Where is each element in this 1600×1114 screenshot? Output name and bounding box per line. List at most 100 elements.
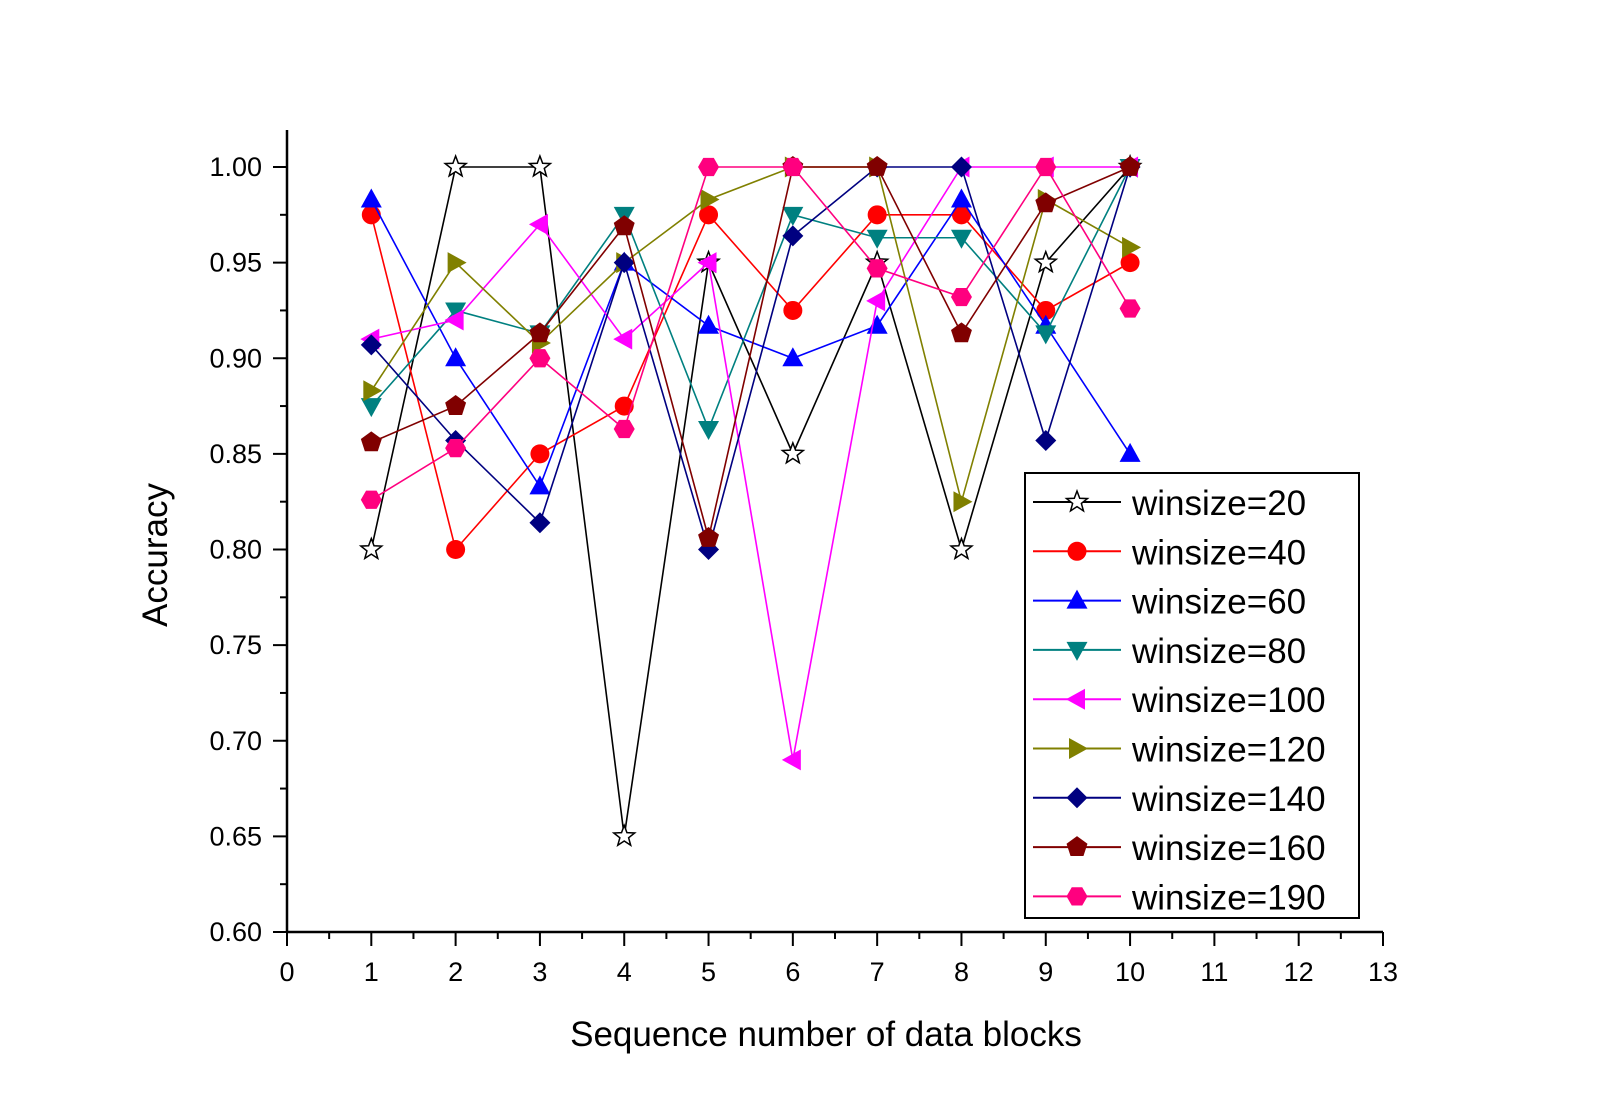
data-point bbox=[1120, 253, 1140, 273]
series-winsize-20 bbox=[358, 153, 1143, 848]
y-tick-label: 0.60 bbox=[209, 917, 262, 947]
legend-marker bbox=[1066, 589, 1088, 609]
data-point bbox=[446, 540, 466, 559]
legend-label: winsize=100 bbox=[1131, 681, 1326, 720]
y-tick-label: 0.90 bbox=[209, 343, 262, 373]
data-point bbox=[950, 156, 972, 178]
plot-axes bbox=[273, 130, 1384, 946]
legend-label: winsize=60 bbox=[1131, 583, 1306, 622]
legend-label: winsize=40 bbox=[1131, 533, 1306, 572]
data-point bbox=[444, 309, 464, 331]
series-line bbox=[371, 166, 1131, 761]
series-line bbox=[370, 213, 1131, 552]
legend-item: winsize=40 bbox=[1033, 533, 1306, 572]
data-point bbox=[782, 347, 804, 367]
legend-label: winsize=120 bbox=[1131, 731, 1326, 770]
x-tick-label: 6 bbox=[785, 957, 800, 987]
data-point bbox=[950, 229, 972, 249]
data-point bbox=[781, 749, 801, 771]
data-point bbox=[953, 491, 973, 513]
legend-marker bbox=[1066, 887, 1088, 906]
data-point bbox=[782, 157, 804, 177]
data-point bbox=[613, 419, 635, 439]
series-layer bbox=[358, 153, 1143, 848]
data-point bbox=[443, 153, 469, 178]
data-point bbox=[783, 300, 803, 320]
data-point bbox=[700, 189, 720, 211]
data-point bbox=[1119, 156, 1141, 176]
x-tick-label: 2 bbox=[448, 957, 463, 987]
data-point bbox=[1119, 299, 1141, 318]
x-tick-label: 13 bbox=[1368, 957, 1398, 987]
data-point bbox=[363, 380, 383, 402]
data-point bbox=[1035, 325, 1057, 345]
legend-label: winsize=190 bbox=[1131, 878, 1326, 917]
data-point bbox=[1119, 442, 1141, 462]
series-line bbox=[370, 166, 1131, 539]
legend-marker bbox=[1067, 541, 1087, 561]
legend-item: winsize=20 bbox=[1033, 484, 1306, 523]
data-point bbox=[866, 259, 888, 278]
data-point bbox=[698, 157, 720, 177]
data-point bbox=[361, 205, 381, 225]
data-point bbox=[698, 527, 719, 547]
data-point bbox=[782, 225, 804, 247]
y-tick-label: 0.80 bbox=[209, 535, 262, 565]
series-line bbox=[370, 165, 1131, 501]
x-tick-label: 8 bbox=[954, 957, 969, 987]
data-point bbox=[1035, 192, 1057, 213]
data-point bbox=[1122, 236, 1142, 258]
data-point bbox=[445, 347, 467, 367]
data-point bbox=[613, 252, 635, 274]
y-tick-label: 0.70 bbox=[209, 726, 262, 756]
legend-marker bbox=[1066, 836, 1088, 856]
data-point bbox=[867, 205, 887, 225]
y-tick-label: 0.85 bbox=[209, 439, 262, 469]
legend-label: winsize=160 bbox=[1131, 829, 1326, 868]
data-point bbox=[360, 334, 382, 356]
y-tick-label: 0.65 bbox=[209, 821, 262, 851]
data-point bbox=[780, 440, 806, 465]
x-tick-label: 5 bbox=[701, 957, 716, 987]
data-point bbox=[866, 314, 888, 334]
data-point bbox=[358, 536, 384, 561]
legend: winsize=20 winsize=40 winsize=60 winsize=80… bbox=[1024, 472, 1360, 919]
data-point bbox=[529, 322, 551, 343]
data-point bbox=[445, 439, 467, 458]
data-point bbox=[360, 431, 382, 452]
data-point bbox=[1033, 249, 1059, 274]
legend-item: winsize=140 bbox=[1033, 780, 1326, 819]
data-point bbox=[527, 153, 553, 178]
legend-marker bbox=[1066, 688, 1085, 710]
data-point bbox=[360, 490, 382, 509]
data-point bbox=[948, 536, 974, 561]
data-point bbox=[951, 322, 972, 343]
x-tick-label: 0 bbox=[279, 957, 294, 987]
data-point bbox=[530, 444, 550, 464]
data-point bbox=[611, 823, 637, 848]
data-point bbox=[1036, 300, 1056, 320]
legend-label: winsize=80 bbox=[1131, 632, 1306, 671]
x-tick-label: 10 bbox=[1115, 957, 1145, 987]
x-axis-title: Sequence number of data blocks bbox=[570, 1015, 1082, 1054]
legend-item: winsize=100 bbox=[1033, 681, 1326, 720]
x-tick-label: 3 bbox=[532, 957, 547, 987]
legend-label: winsize=20 bbox=[1131, 484, 1306, 523]
legend-item: winsize=160 bbox=[1033, 829, 1326, 868]
data-point bbox=[699, 205, 719, 225]
data-point bbox=[866, 290, 886, 312]
series-line bbox=[370, 166, 1131, 553]
series-line bbox=[370, 198, 1131, 489]
y-tick-label: 0.95 bbox=[209, 248, 262, 278]
legend-marker bbox=[1069, 738, 1088, 759]
data-point bbox=[529, 349, 551, 368]
data-point bbox=[782, 206, 804, 226]
series-winsize-40 bbox=[361, 205, 1140, 559]
data-point bbox=[1035, 429, 1057, 451]
legend-item: winsize=60 bbox=[1033, 583, 1306, 622]
series-winsize-160 bbox=[360, 156, 1141, 547]
legend-label: winsize=140 bbox=[1131, 780, 1326, 819]
x-tick-label: 7 bbox=[870, 957, 885, 987]
data-point bbox=[613, 215, 635, 236]
